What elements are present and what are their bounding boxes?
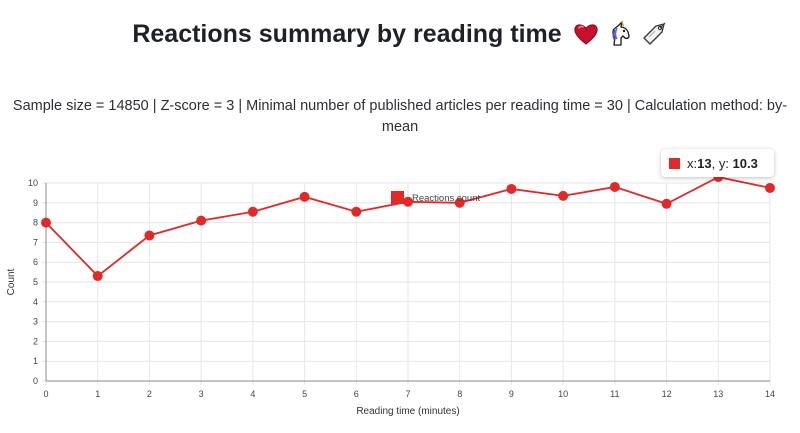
data-point (454, 197, 465, 208)
tooltip-y-label: , y: (711, 155, 733, 171)
y-tick-label: 1 (33, 356, 38, 366)
tooltip-x-value: 13 (697, 155, 712, 171)
x-tick-label: 9 (509, 389, 514, 399)
x-tick-label: 0 (43, 389, 48, 399)
title-row: Reactions summary by reading time (0, 12, 800, 56)
x-tick-label: 12 (662, 389, 672, 399)
y-tick-label: 6 (33, 257, 38, 267)
legend-swatch (391, 191, 404, 204)
y-tick-label: 9 (33, 198, 38, 208)
data-point-tooltip: x: 13 , y: 10.3 (661, 149, 774, 177)
tooltip-swatch (669, 157, 680, 169)
y-tick-label: 2 (33, 336, 38, 346)
x-tick-label: 14 (765, 389, 775, 399)
x-tick-label: 13 (713, 389, 723, 399)
y-axis-title: Count (6, 268, 17, 295)
data-point (661, 198, 672, 209)
heart-emoji-icon (574, 24, 598, 45)
data-point (299, 191, 310, 202)
data-point (196, 215, 207, 226)
x-axis-title: Reading time (minutes) (356, 406, 459, 417)
data-point (506, 183, 517, 194)
y-tick-label: 0 (33, 376, 38, 386)
x-tick-label: 5 (302, 389, 307, 399)
page-title: Reactions summary by reading time (132, 19, 562, 48)
x-tick-label: 7 (405, 389, 410, 399)
chart-subtitle: Sample size = 14850 | Z-score = 3 | Mini… (12, 98, 788, 135)
data-point (41, 217, 51, 228)
legend-label: Reactions count (412, 193, 480, 204)
label-tag-emoji-icon (642, 22, 666, 45)
data-point (144, 230, 155, 241)
y-tick-label: 4 (33, 297, 38, 307)
x-tick-label: 2 (147, 389, 152, 399)
data-point (247, 206, 258, 217)
x-tick-label: 1 (95, 389, 100, 399)
y-tick-label: 7 (33, 237, 38, 247)
data-point (765, 182, 775, 193)
data-point (351, 206, 362, 217)
data-point (92, 271, 103, 282)
y-tick-label: 8 (33, 218, 38, 228)
data-point (558, 190, 569, 201)
tooltip-x-label: x: (687, 155, 698, 171)
x-tick-label: 11 (610, 389, 619, 399)
x-tick-label: 8 (457, 389, 462, 399)
x-tick-label: 10 (558, 389, 568, 399)
data-point (609, 181, 620, 192)
x-tick-label: 3 (199, 389, 204, 399)
x-tick-label: 4 (250, 389, 255, 399)
y-tick-label: 10 (28, 178, 38, 188)
y-tick-label: 5 (33, 277, 38, 287)
x-tick-label: 6 (354, 389, 359, 399)
y-tick-label: 3 (33, 317, 38, 327)
unicorn-emoji-icon (611, 21, 630, 46)
tooltip-y-value: 10.3 (732, 155, 758, 171)
